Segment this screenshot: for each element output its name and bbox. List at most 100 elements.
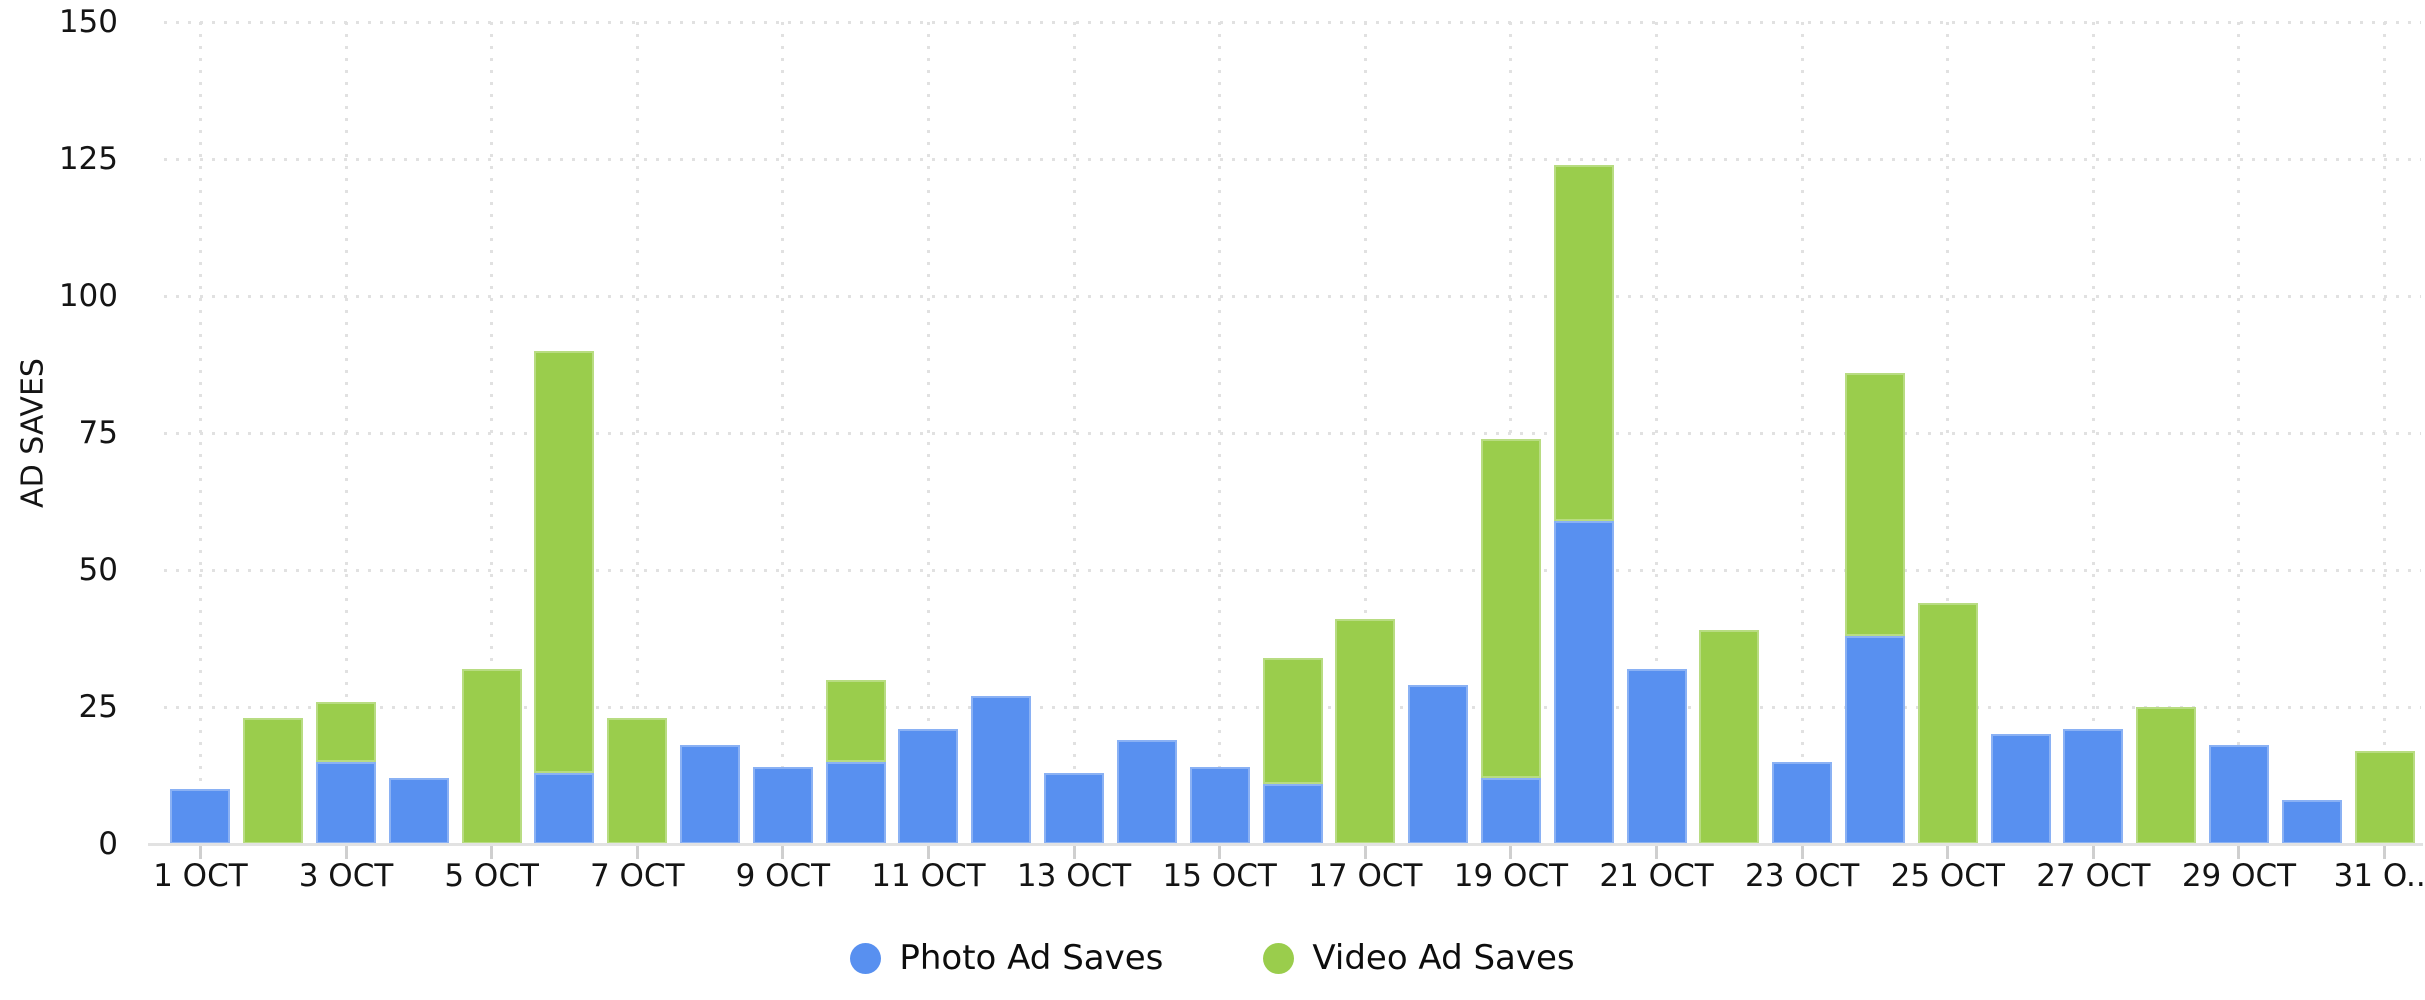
x-tick-label-31-oct: 31 O...: [2333, 858, 2425, 894]
x-tick-13-oct: [1072, 846, 1076, 859]
gridline-x-9-oct: [781, 22, 785, 844]
y-tick-label-125: 125: [58, 141, 118, 177]
bar-video-28-oct[interactable]: [2136, 707, 2197, 844]
legend: Photo Ad Saves Video Ad Saves: [0, 926, 2425, 990]
gridline-x-21-oct: [1655, 22, 1659, 844]
bar-video-7-oct[interactable]: [607, 717, 668, 844]
bar-photo-27-oct[interactable]: [2063, 728, 2124, 844]
x-tick-1-oct: [198, 846, 202, 859]
x-tick-7-oct: [635, 846, 639, 859]
video-ad-saves-swatch-icon: [1263, 942, 1295, 974]
gridline-x-11-oct: [926, 22, 930, 844]
gridline-x-3-oct: [344, 22, 348, 844]
bar-photo-18-oct[interactable]: [1408, 685, 1469, 844]
x-tick-27-oct: [2091, 846, 2095, 859]
legend-item-video-ad-saves[interactable]: Video Ad Saves: [1263, 938, 1575, 978]
x-tick-17-oct: [1363, 846, 1367, 859]
gridline-y-125: [164, 158, 2421, 161]
gridline-x-1-oct: [198, 22, 202, 844]
bar-video-10-oct[interactable]: [825, 679, 886, 762]
bar-video-2-oct[interactable]: [243, 717, 304, 844]
bar-video-6-oct[interactable]: [534, 350, 595, 773]
y-tick-label-75: 75: [78, 415, 118, 451]
bar-photo-23-oct[interactable]: [1772, 761, 1833, 844]
bar-photo-10-oct[interactable]: [825, 761, 886, 844]
gridline-y-75: [164, 432, 2421, 435]
x-tick-25-oct: [1946, 846, 1950, 859]
bar-video-25-oct[interactable]: [1917, 602, 1978, 844]
x-tick-label-7-oct: 7 OCT: [589, 858, 685, 894]
gridline-x-15-oct: [1218, 22, 1222, 844]
bar-video-5-oct[interactable]: [461, 668, 522, 844]
bar-photo-24-oct[interactable]: [1844, 635, 1905, 844]
bar-photo-26-oct[interactable]: [1990, 734, 2051, 844]
y-tick-label-50: 50: [78, 552, 118, 588]
x-tick-label-9-oct: 9 OCT: [735, 858, 831, 894]
bar-photo-21-oct[interactable]: [1626, 668, 1687, 844]
bar-video-20-oct[interactable]: [1553, 164, 1614, 521]
bar-video-19-oct[interactable]: [1480, 438, 1541, 779]
x-tick-5-oct: [490, 846, 494, 859]
x-axis-line: [148, 843, 2423, 846]
bar-video-24-oct[interactable]: [1844, 372, 1905, 636]
bar-video-16-oct[interactable]: [1262, 657, 1323, 784]
bar-photo-14-oct[interactable]: [1116, 739, 1177, 844]
legend-label-photo-ad-saves: Photo Ad Saves: [899, 938, 1164, 978]
x-tick-label-13-oct: 13 OCT: [1016, 858, 1132, 894]
x-tick-15-oct: [1218, 846, 1222, 859]
bar-photo-4-oct[interactable]: [388, 778, 449, 844]
x-tick-3-oct: [344, 846, 348, 859]
bar-photo-1-oct[interactable]: [170, 789, 231, 844]
x-tick-11-oct: [926, 846, 930, 859]
bar-photo-11-oct[interactable]: [898, 728, 959, 844]
bar-photo-16-oct[interactable]: [1262, 783, 1323, 844]
bar-photo-9-oct[interactable]: [752, 767, 813, 844]
gridline-x-5-oct: [490, 22, 494, 844]
x-tick-label-21-oct: 21 OCT: [1599, 858, 1714, 894]
bar-video-31-oct[interactable]: [2354, 750, 2415, 844]
bar-video-22-oct[interactable]: [1699, 630, 1760, 844]
gridline-x-23-oct: [1800, 22, 1804, 844]
bar-photo-6-oct[interactable]: [534, 772, 595, 844]
x-tick-label-11-oct: 11 OCT: [871, 858, 986, 894]
legend-label-video-ad-saves: Video Ad Saves: [1312, 938, 1575, 978]
x-tick-9-oct: [781, 846, 785, 859]
bar-video-17-oct[interactable]: [1335, 619, 1396, 844]
bar-photo-19-oct[interactable]: [1480, 778, 1541, 844]
gridline-y-100: [164, 295, 2421, 298]
bar-photo-8-oct[interactable]: [680, 745, 741, 844]
gridline-x-7-oct: [635, 22, 639, 844]
bar-photo-15-oct[interactable]: [1189, 767, 1250, 844]
gridline-x-17-oct: [1363, 22, 1367, 844]
bar-photo-12-oct[interactable]: [971, 696, 1032, 844]
x-tick-29-oct: [2237, 846, 2241, 859]
bar-photo-30-oct[interactable]: [2281, 800, 2342, 844]
bar-video-3-oct[interactable]: [316, 701, 377, 762]
y-tick-label-100: 100: [58, 278, 118, 314]
x-tick-label-3-oct: 3 OCT: [298, 858, 394, 894]
y-tick-label-150: 150: [58, 4, 118, 40]
x-tick-label-25-oct: 25 OCT: [1890, 858, 2005, 894]
legend-item-photo-ad-saves[interactable]: Photo Ad Saves: [850, 938, 1163, 978]
gridline-x-13-oct: [1072, 22, 1076, 844]
gridline-y-50: [164, 569, 2421, 572]
x-tick-label-17-oct: 17 OCT: [1308, 858, 1423, 894]
gridline-x-25-oct: [1946, 22, 1950, 844]
photo-ad-saves-swatch-icon: [850, 942, 882, 974]
bar-photo-3-oct[interactable]: [316, 761, 377, 844]
x-tick-label-5-oct: 5 OCT: [444, 858, 539, 894]
bar-photo-20-oct[interactable]: [1553, 520, 1614, 844]
bar-photo-13-oct[interactable]: [1044, 772, 1105, 844]
gridline-x-29-oct: [2237, 22, 2241, 844]
gridline-y-150: [164, 21, 2421, 24]
gridline-x-31-oct: [2383, 22, 2387, 844]
gridline-x-19-oct: [1509, 22, 1513, 844]
y-tick-label-0: 0: [98, 826, 118, 862]
x-tick-19-oct: [1509, 846, 1513, 859]
bar-photo-29-oct[interactable]: [2208, 745, 2269, 844]
x-tick-21-oct: [1655, 846, 1659, 859]
x-tick-label-1-oct: 1 OCT: [153, 858, 248, 894]
y-tick-label-25: 25: [78, 689, 118, 725]
x-tick-label-27-oct: 27 OCT: [2036, 858, 2151, 894]
